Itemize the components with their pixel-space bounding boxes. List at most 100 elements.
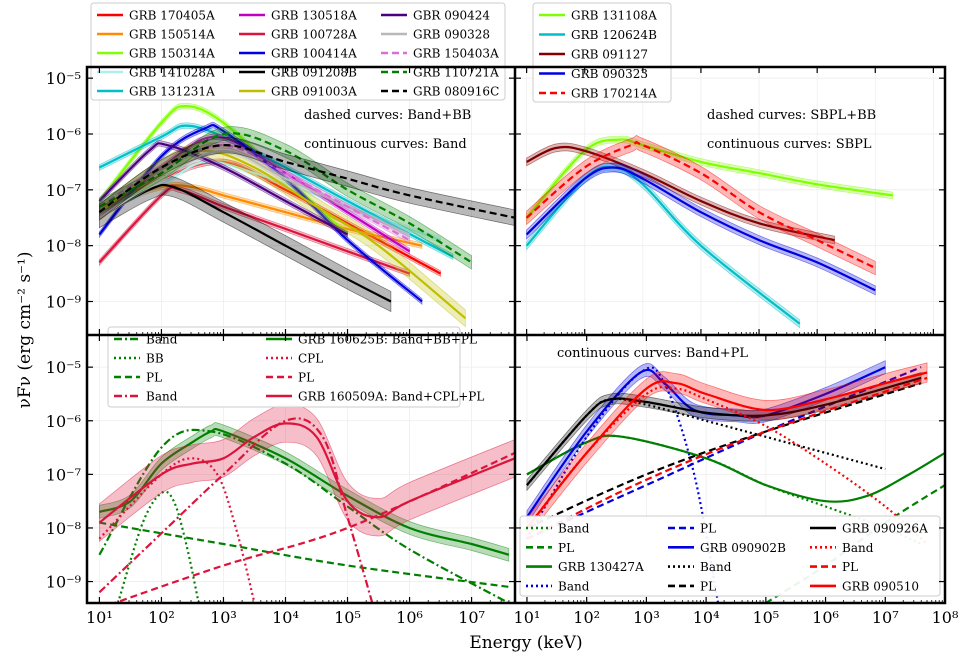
y-tick-label: 10⁻⁶ [46,125,81,144]
x-tick-label: 10⁵ [752,608,779,627]
error-band-grb-090926a [526,372,922,492]
legend-label: GRB 160509A: Band+CPL+PL [298,390,484,404]
error-band-grb-170214a [526,134,876,276]
x-tick-label: 10⁴ [693,608,720,627]
legend-label: GRB 091127 [571,48,648,62]
error-band-grb-090323 [526,162,876,296]
legend-label: GRB 150314A [129,47,215,61]
legend-label: BB [146,352,164,366]
x-tick-label: 10⁶ [812,608,839,627]
legend-label: CPL [298,352,323,366]
legend-label: GBR 090424 [413,9,490,23]
x-tick-label: 10⁴ [272,608,299,627]
legend-label: GRB 170405A [129,9,215,23]
series-line-band-090510- [526,385,928,545]
y-tick-label: 10⁻⁸ [46,519,81,538]
legend-label: GRB 131108A [571,9,657,23]
series-line-grb-130427a [526,434,945,503]
series-line-grb-160509a-band-cpl-pl [98,422,515,524]
y-tick-label: 10⁻⁷ [46,465,81,484]
annotation-sbpl-bb: dashed curves: SBPL+BB [707,108,876,123]
legend-tl: GRB 170405A GRB 150514A GRB 150314A GRB 141… [90,2,506,101]
error-band-grb-110721a [99,126,472,270]
legend-label: Band [558,522,590,536]
series-line-grb-080916c [98,144,515,219]
error-band-grb-100728a [99,184,410,277]
legend-label: GRB 131231A [129,85,215,99]
legend-label: GRB 090510 [842,579,919,593]
series-line-pl-160625b- [99,521,509,588]
x-tick-label: 10² [148,608,175,627]
x-axis-label: Energy (keV) [469,633,582,653]
series-line-pl-090510- [526,376,928,540]
legend-label: GRB 150514A [129,28,215,42]
x-tick-label: 10³ [210,608,237,627]
legend-label: GRB 120624B [571,28,657,42]
y-axis-label: νFν (erg cm⁻² s⁻¹) [15,252,35,409]
legend-label: GRB 100728A [271,28,357,42]
error-band-grb-160509a-band-cpl-pl [99,404,515,543]
x-tick-label: 10⁷ [458,608,485,627]
legend-box [532,2,672,103]
series-line-pl-090902b- [526,366,922,540]
legend-label: PL [700,522,716,536]
legend-label: PL [146,371,162,385]
series-line-grb-110721a [98,132,473,264]
series-line-grb-100728a [98,186,410,275]
error-band-grb-150403a [99,142,410,244]
x-tick-label: 10¹ [514,608,541,627]
legend-box [107,326,461,408]
legend-label: GRB 150403A [413,47,499,61]
y-tick-label: 10⁻⁷ [46,181,81,200]
legend-label: Band [146,390,178,404]
annotation-band-bb: dashed curves: Band+BB [304,108,471,123]
series-line-pl-160509a- [111,451,515,603]
y-tick-label: 10⁻⁹ [46,573,82,592]
legend-label: GRB 090926A [842,522,928,536]
legend-label: GRB 110721A [413,66,499,80]
legend-label: PL [298,371,314,385]
legend-label: GRB 130518A [271,9,357,23]
panel-top-right [515,67,945,335]
legend-label: Band [700,560,732,574]
series-line-grb-091127 [526,145,835,242]
legend-label: GRB 091208B [271,66,357,80]
series-line-cpl-160509a- [98,457,256,603]
error-band-grb-091208b [99,174,392,313]
legend-label: Band [558,579,590,593]
axes-frames [85,65,947,605]
annotation-band-pl: continuous curves: Band+PL [557,346,748,361]
error-band-grb-091127 [526,142,835,245]
legend-label: PL [558,541,574,555]
series-line-grb-160625b-band-bb-pl [99,427,510,556]
legend-label: GRB 130427A [558,560,644,574]
legend-tr: GRB 131108A GRB 120624B GRB 091127 GRB 0903… [532,2,672,103]
series-line-grb-090926a [526,376,922,486]
series-line-grb-090902b [525,366,886,518]
series-line-grb-091208b [98,183,392,303]
legend-label: Band [842,541,874,555]
error-band-gbr-090424 [99,140,348,238]
error-band-grb-150514a [99,182,423,249]
x-tick-label: 10⁵ [334,608,361,627]
series-line-pl-090926a- [526,382,922,530]
error-band-grb-131231a [99,122,454,261]
error-band-grb-080916c [99,137,515,226]
x-tick-label: 10² [573,608,600,627]
series-line-grb-100414a [98,123,423,303]
legend-box [519,515,941,597]
y-tick-label: 10⁻⁸ [46,237,81,256]
series-line-bb-160625b- [116,490,200,603]
legend-label: GRB 090323 [571,67,648,81]
x-tick-label: 10³ [633,608,660,627]
legend-label: PL [842,560,858,574]
annotation-sbpl: continuous curves: SBPL [707,137,872,152]
legend-label: GRB 080916C [413,85,499,99]
legend-label: GRB 090328 [413,28,490,42]
series-line-grb-091003a [98,149,467,320]
series-line-band-160509a- [98,417,374,603]
x-tick-label: 10¹ [86,608,113,627]
legend-label: GRB 091003A [271,85,357,99]
